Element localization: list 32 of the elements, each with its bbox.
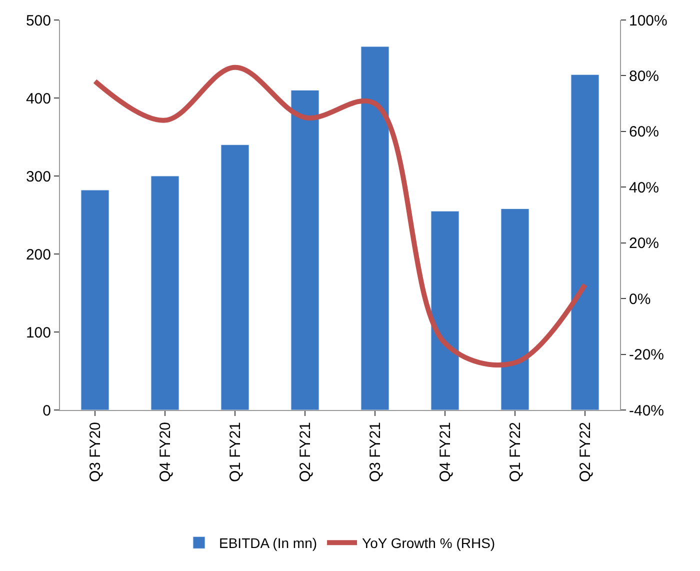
y-tick-label: 400 (26, 90, 51, 108)
bar (220, 144, 250, 410)
x-tick-label: Q1 FY21 (226, 422, 244, 482)
y2-tick-label: 100% (629, 12, 668, 30)
x-tick-label: Q1 FY22 (506, 422, 524, 482)
y2-tick-label: 80% (629, 68, 660, 85)
y2-tick-label: 40% (629, 179, 660, 196)
legend-label: YoY Growth % (RHS) (362, 535, 496, 552)
bar (570, 74, 600, 410)
x-tick-label: Q3 FY20 (86, 422, 104, 482)
y2-tick-label: 0% (629, 290, 651, 308)
x-tick-label: Q4 FY21 (436, 422, 454, 482)
y-tick-label: 100 (26, 324, 51, 342)
y2-tick-label: -20% (629, 346, 664, 364)
x-tick-label: Q3 FY21 (366, 422, 384, 482)
y-tick-label: 300 (26, 168, 51, 186)
bar (290, 90, 320, 410)
bar (80, 190, 110, 410)
x-tick-label: Q2 FY21 (296, 422, 314, 482)
y2-tick-label: 60% (629, 124, 660, 141)
y-tick-label: 500 (26, 12, 51, 30)
y-tick-label: 0 (42, 402, 51, 420)
legend-label: EBITDA (In mn) (219, 535, 318, 552)
bar (150, 176, 180, 410)
bar (500, 208, 530, 410)
y-tick-label: 200 (26, 246, 51, 264)
bar (430, 210, 460, 410)
bar (360, 46, 390, 410)
x-tick-label: Q4 FY20 (156, 422, 174, 482)
y2-tick-label: 20% (629, 235, 660, 252)
y2-tick-label: -40% (629, 402, 664, 420)
x-tick-label: Q2 FY22 (576, 422, 594, 482)
